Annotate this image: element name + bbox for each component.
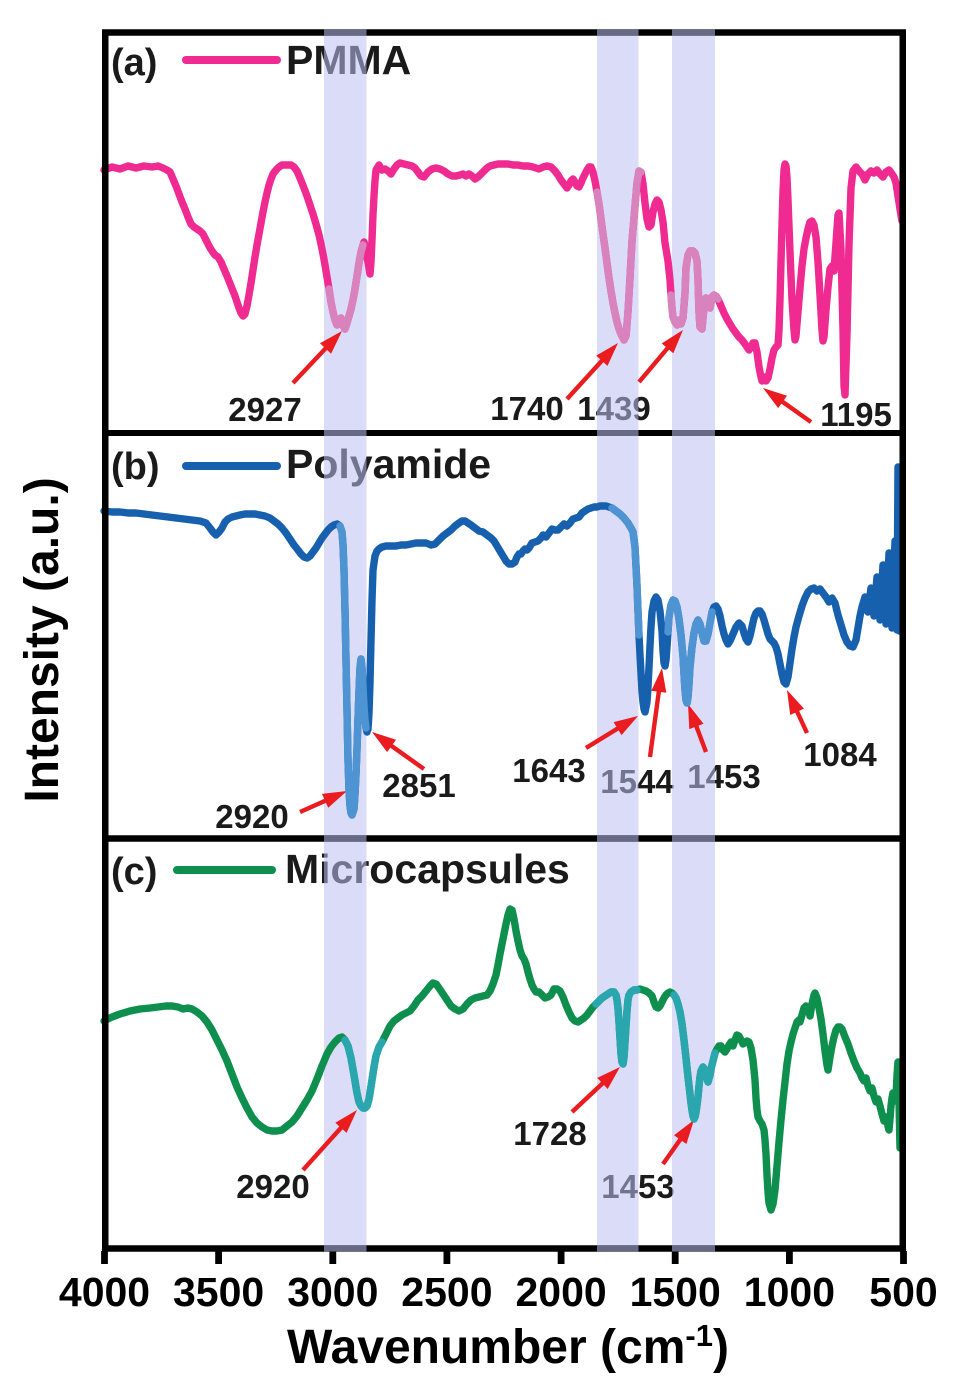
svg-text:1740: 1740 [490, 390, 563, 427]
svg-text:3000: 3000 [287, 1269, 378, 1315]
svg-text:1500: 1500 [630, 1269, 721, 1315]
svg-text:2920: 2920 [236, 1168, 309, 1205]
svg-text:1084: 1084 [803, 736, 877, 773]
svg-text:Wavenumber (cm-1): Wavenumber (cm-1) [287, 1318, 729, 1374]
svg-text:1728: 1728 [513, 1115, 586, 1152]
svg-text:(b): (b) [111, 446, 160, 488]
svg-text:2927: 2927 [228, 391, 301, 428]
svg-text:2920: 2920 [215, 798, 288, 835]
svg-text:Intensity (a.u.): Intensity (a.u.) [16, 477, 69, 802]
svg-text:2500: 2500 [401, 1269, 492, 1315]
svg-text:1195: 1195 [820, 396, 892, 433]
svg-text:(c): (c) [111, 851, 157, 893]
svg-text:2851: 2851 [382, 767, 455, 804]
svg-text:1643: 1643 [512, 752, 585, 789]
svg-text:Polyamide: Polyamide [286, 441, 491, 487]
svg-text:(a): (a) [111, 42, 157, 84]
svg-text:4000: 4000 [59, 1269, 150, 1315]
svg-text:3500: 3500 [173, 1269, 264, 1315]
svg-text:2000: 2000 [515, 1269, 606, 1315]
svg-text:500: 500 [869, 1269, 937, 1315]
svg-text:1000: 1000 [744, 1269, 835, 1315]
